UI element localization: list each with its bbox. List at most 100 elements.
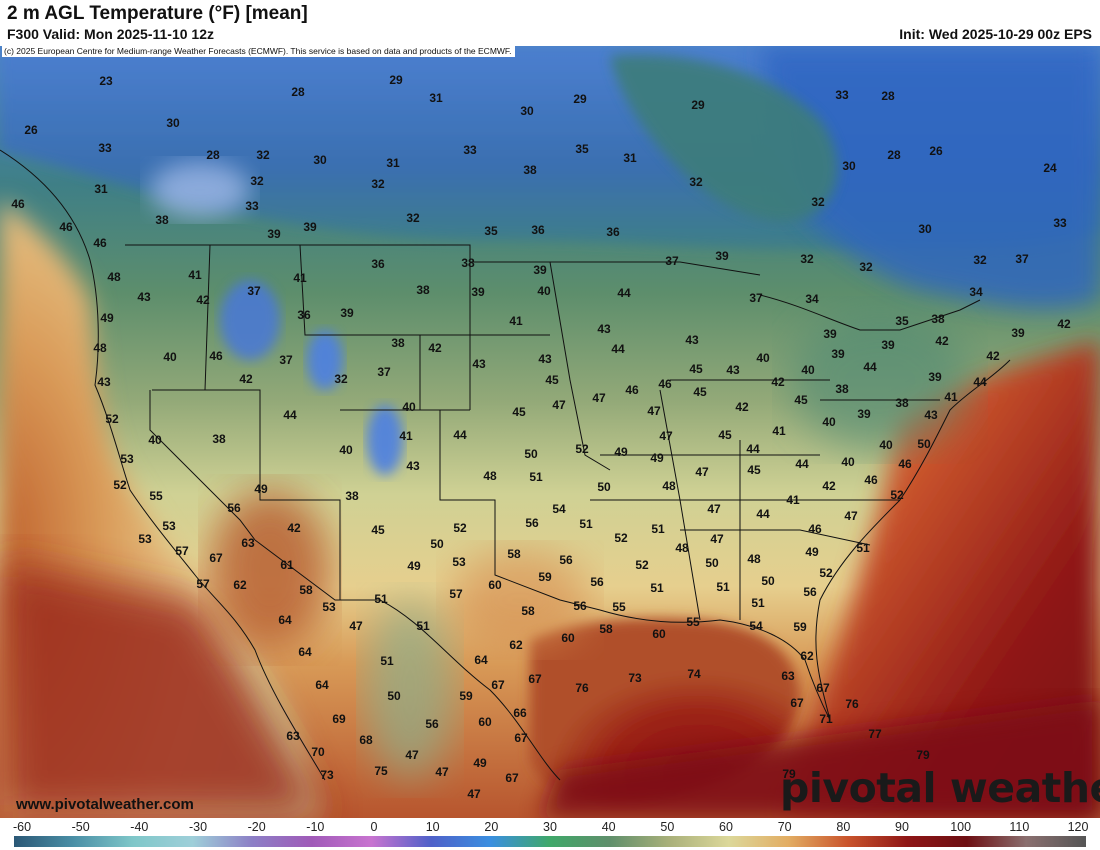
temperature-value: 58 — [299, 583, 313, 597]
temperature-value: 39 — [823, 327, 837, 341]
temperature-value: 30 — [520, 104, 534, 118]
temperature-value: 45 — [512, 405, 526, 419]
temperature-value: 64 — [315, 678, 329, 692]
temperature-value: 48 — [93, 341, 107, 355]
temperature-value: 38 — [523, 163, 537, 177]
colorado-cold-spot — [367, 405, 403, 475]
temperature-value: 42 — [428, 341, 442, 355]
temperature-value: 52 — [105, 412, 119, 426]
temperature-value: 63 — [781, 669, 795, 683]
map-title: 2 m AGL Temperature (°F) [mean] — [7, 3, 308, 24]
temperature-value: 47 — [467, 787, 481, 801]
temperature-value: 52 — [890, 488, 904, 502]
quebec-cold-shading — [760, 46, 1100, 309]
temperature-value: 49 — [650, 451, 664, 465]
temperature-value: 55 — [612, 600, 626, 614]
temperature-value: 40 — [339, 443, 353, 457]
temperature-value: 51 — [751, 596, 765, 610]
temperature-value: 38 — [155, 213, 169, 227]
colorbar-tick-label: 10 — [425, 820, 440, 834]
temperature-value: 47 — [707, 502, 721, 516]
temperature-value: 42 — [1057, 317, 1071, 331]
temperature-value: 33 — [1053, 216, 1067, 230]
temperature-value: 33 — [98, 141, 112, 155]
colorbar-tick-label: 30 — [543, 820, 557, 834]
temperature-value: 42 — [986, 349, 1000, 363]
temperature-value: 36 — [297, 308, 311, 322]
mexico-plateau-cool — [365, 600, 455, 780]
temperature-value: 45 — [371, 523, 385, 537]
temperature-value: 49 — [614, 445, 628, 459]
temperature-value: 56 — [525, 516, 539, 530]
temperature-value: 39 — [1011, 326, 1025, 340]
temperature-value: 39 — [267, 227, 281, 241]
temperature-value: 28 — [291, 85, 305, 99]
temperature-value: 44 — [283, 408, 297, 422]
temperature-value: 44 — [863, 360, 877, 374]
temperature-value: 32 — [800, 252, 814, 266]
temperature-value: 44 — [611, 342, 625, 356]
temperature-value: 46 — [658, 377, 672, 391]
temperature-value: 31 — [386, 156, 400, 170]
temperature-value: 50 — [597, 480, 611, 494]
temperature-value: 64 — [474, 653, 488, 667]
temperature-value: 46 — [11, 197, 25, 211]
temperature-value: 39 — [857, 407, 871, 421]
temperature-value: 39 — [303, 220, 317, 234]
temperature-value: 67 — [209, 551, 223, 565]
temperature-value: 32 — [689, 175, 703, 189]
colorbar-tick-label: 0 — [370, 820, 378, 834]
colorbar-tick-label: 60 — [719, 820, 733, 834]
temperature-value: 60 — [478, 715, 492, 729]
temperature-value: 32 — [973, 253, 987, 267]
pivotal-weather-logo: pivotal weather — [780, 764, 1100, 812]
temperature-value: 38 — [416, 283, 430, 297]
temperature-value: 47 — [435, 765, 449, 779]
temperature-value: 38 — [895, 396, 909, 410]
temperature-value: 37 — [247, 284, 261, 298]
temperature-value: 38 — [931, 312, 945, 326]
temperature-value: 32 — [256, 148, 270, 162]
temperature-value: 38 — [345, 489, 359, 503]
political-boundaries — [0, 149, 1011, 781]
temperature-value: 73 — [320, 768, 334, 782]
colorbar-tick-label: 120 — [1067, 820, 1089, 834]
temperature-value: 30 — [313, 153, 327, 167]
temperature-value: 51 — [380, 654, 394, 668]
temperature-value: 32 — [406, 211, 420, 225]
northeast-shading — [790, 310, 970, 450]
temperature-value: 61 — [280, 558, 294, 572]
colorbar-tick-label: -20 — [247, 820, 266, 834]
temperature-value: 41 — [293, 271, 307, 285]
temperature-value: 43 — [97, 375, 111, 389]
temperature-value: 32 — [371, 177, 385, 191]
temperature-value: 39 — [881, 338, 895, 352]
temperature-value: 58 — [507, 547, 521, 561]
colorbar-tick-label: 50 — [660, 820, 675, 834]
temperature-value: 46 — [93, 236, 107, 250]
temperature-value: 60 — [488, 578, 502, 592]
temperature-value: 44 — [746, 442, 760, 456]
temperature-value: 41 — [944, 390, 958, 404]
temperature-value: 39 — [928, 370, 942, 384]
temperature-value: 59 — [793, 620, 807, 634]
temperature-value: 50 — [705, 556, 719, 570]
temperature-map[interactable]: 23 26 30 28 29 31 30 29 29 33 28 33 28 32 30 31 33 35 31 30… — [0, 46, 1100, 818]
colorbar-bar — [14, 836, 1086, 847]
colorbar-tick-label: 90 — [895, 820, 909, 834]
temperature-value: 56 — [590, 575, 604, 589]
temperature-value: 34 — [805, 292, 819, 306]
temperature-value: 52 — [453, 521, 467, 535]
temperature-value: 40 — [163, 350, 177, 364]
temperature-value: 36 — [371, 257, 385, 271]
temperature-value: 37 — [377, 365, 391, 379]
temperature-value: 37 — [749, 291, 763, 305]
temperature-value: 53 — [138, 532, 152, 546]
temperature-value: 35 — [575, 142, 589, 156]
temperature-value: 46 — [625, 383, 639, 397]
temperature-value: 75 — [374, 764, 388, 778]
rockies-cold-spot — [220, 280, 280, 360]
temperature-value: 30 — [918, 222, 932, 236]
wyoming-cold-spot — [307, 330, 343, 390]
temperature-value: 40 — [537, 284, 551, 298]
